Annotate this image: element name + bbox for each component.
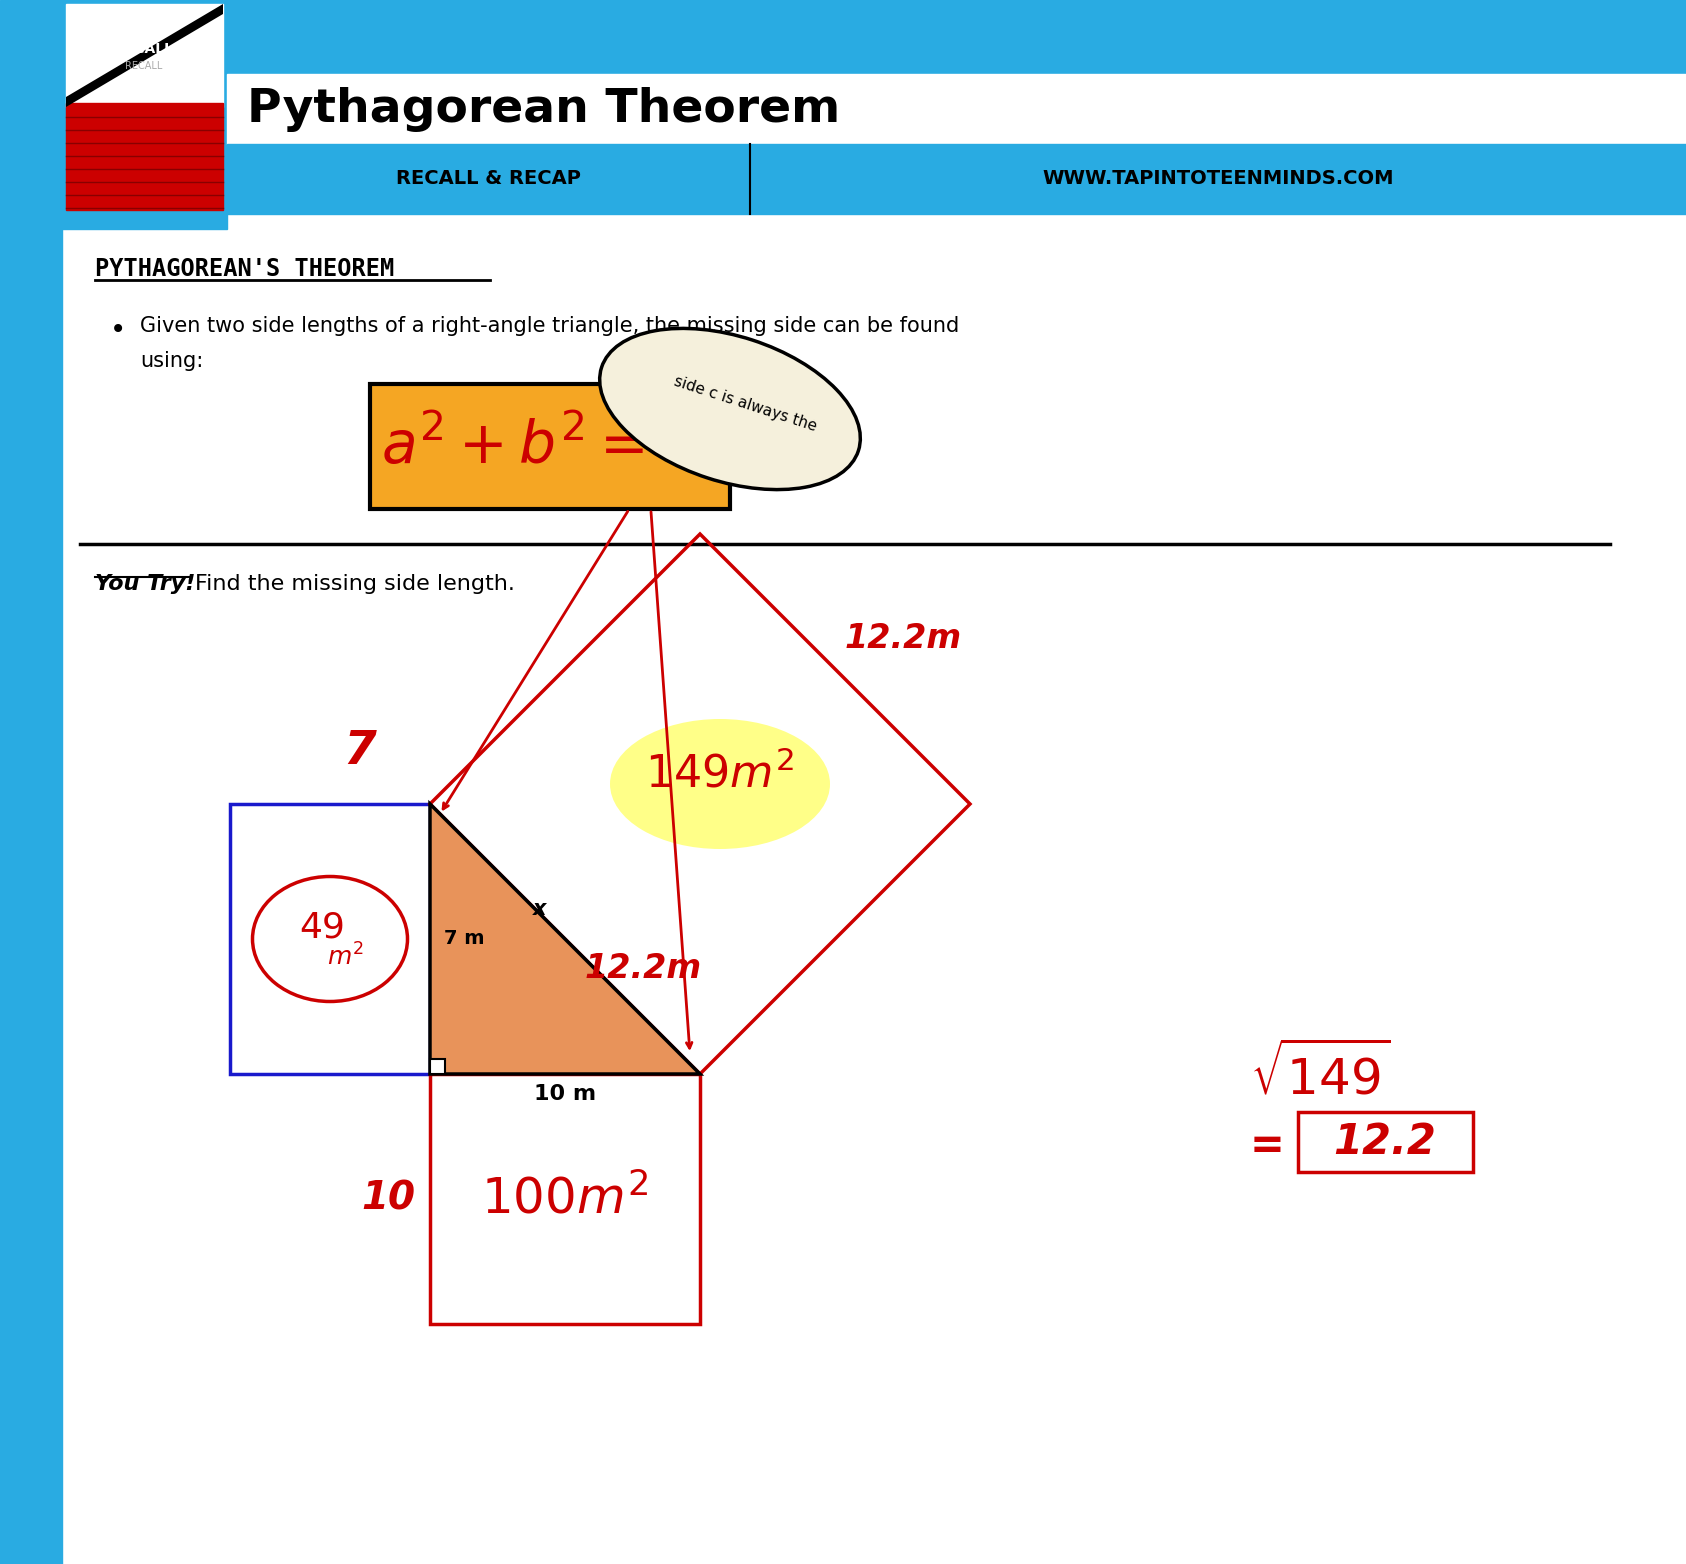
Text: 7: 7	[344, 729, 376, 774]
Bar	[229, 804, 430, 1074]
FancyBboxPatch shape	[369, 385, 730, 508]
Text: 12.2: 12.2	[1334, 1121, 1436, 1164]
Bar	[430, 1059, 445, 1074]
Text: $m^2$: $m^2$	[327, 943, 364, 971]
Text: WWW.TAPINTOTEENMINDS.COM: WWW.TAPINTOTEENMINDS.COM	[1042, 169, 1394, 189]
Text: $\sqrt{149}$: $\sqrt{149}$	[1249, 1043, 1391, 1104]
Bar	[1298, 1112, 1474, 1171]
Text: PYTHAGOREAN'S THEOREM: PYTHAGOREAN'S THEOREM	[94, 256, 395, 282]
Text: x: x	[533, 899, 546, 920]
Text: side c is always the: side c is always the	[671, 374, 818, 435]
Bar	[62, 214, 228, 228]
Text: RECALL: RECALL	[115, 42, 174, 56]
Ellipse shape	[253, 876, 408, 1001]
Text: $100m^2$: $100m^2$	[481, 1175, 649, 1223]
Text: using:: using:	[140, 350, 204, 371]
Bar	[0, 0, 62, 1564]
Bar	[228, 144, 1686, 214]
Bar	[228, 74, 1686, 144]
Bar	[66, 103, 223, 210]
Ellipse shape	[610, 719, 830, 849]
Bar	[62, 0, 1686, 74]
Text: 7 m: 7 m	[443, 929, 484, 948]
Text: Find the missing side length.: Find the missing side length.	[196, 574, 514, 594]
Text: $a^2 + b^2 = c^2$: $a^2 + b^2 = c^2$	[381, 418, 718, 475]
Text: $49$: $49$	[300, 910, 344, 945]
Text: $149m^2$: $149m^2$	[646, 752, 794, 796]
Text: RECALL & RECAP: RECALL & RECAP	[396, 169, 580, 189]
Text: RECALL: RECALL	[125, 61, 162, 70]
Polygon shape	[66, 5, 223, 106]
Text: 12.2m: 12.2m	[845, 622, 963, 655]
Text: •: •	[110, 316, 126, 344]
Text: You Try!: You Try!	[94, 574, 196, 594]
Polygon shape	[430, 804, 700, 1074]
Bar	[66, 5, 223, 106]
Ellipse shape	[600, 328, 860, 490]
Bar	[430, 1074, 700, 1325]
Text: Given two side lengths of a right-angle triangle, the missing side can be found: Given two side lengths of a right-angle …	[140, 316, 959, 336]
Text: 10: 10	[361, 1179, 415, 1218]
Text: =: =	[1249, 1125, 1285, 1167]
Text: Pythagorean Theorem: Pythagorean Theorem	[248, 86, 840, 131]
Bar	[62, 0, 228, 214]
Text: 10 m: 10 m	[534, 1084, 597, 1104]
Text: 12.2m: 12.2m	[585, 952, 701, 985]
